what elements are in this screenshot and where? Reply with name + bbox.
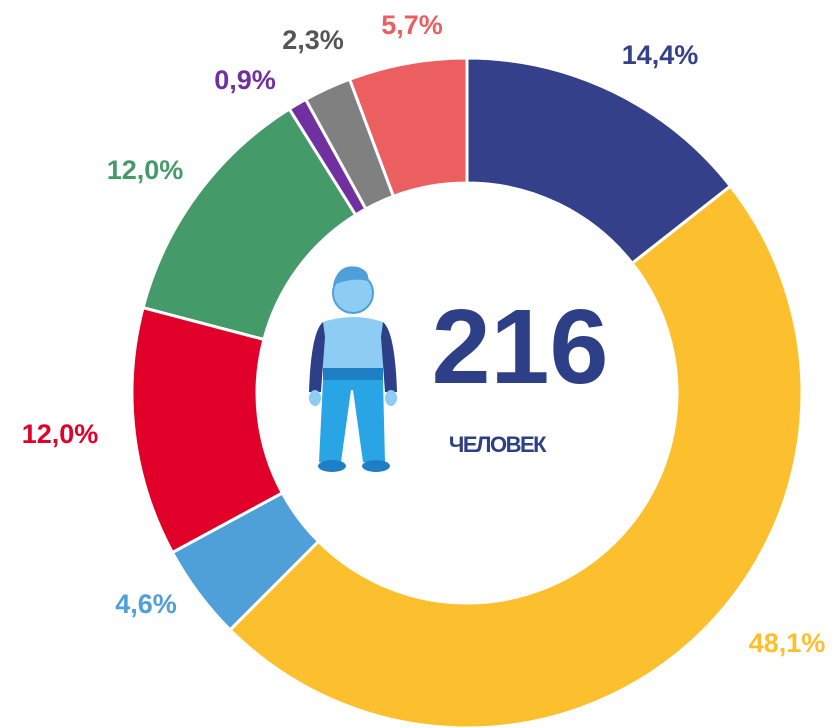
data-label: 12,0% — [107, 155, 184, 185]
center-value: 216 — [432, 288, 609, 406]
data-label: 48,1% — [749, 628, 826, 658]
donut-segment — [303, 77, 396, 212]
donut-segment — [465, 56, 733, 266]
person-icon — [309, 266, 397, 472]
data-label: 12,0% — [22, 419, 99, 449]
data-label: 2,3% — [282, 25, 344, 55]
donut-segment — [227, 183, 804, 728]
data-label: 5,7% — [381, 10, 443, 40]
donut-segment — [170, 490, 321, 633]
donut-segment — [130, 305, 285, 555]
data-label: 0,9% — [214, 65, 276, 95]
data-label: 14,4% — [622, 40, 699, 70]
data-label: 4,6% — [115, 589, 177, 619]
center-label: ЧЕЛОВЕК — [449, 432, 547, 457]
donut-segment — [141, 106, 358, 342]
